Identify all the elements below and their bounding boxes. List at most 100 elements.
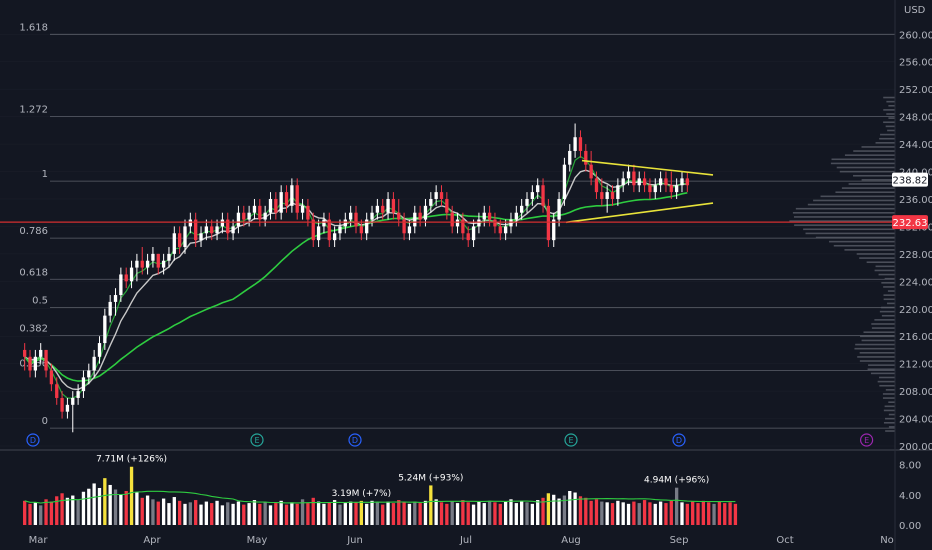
event-badge[interactable]: E xyxy=(250,433,264,447)
event-badge[interactable]: D xyxy=(672,433,686,447)
candle-body[interactable] xyxy=(161,260,166,268)
event-badge[interactable]: D xyxy=(26,433,40,447)
candle-body[interactable] xyxy=(402,219,406,234)
candle-body[interactable] xyxy=(370,212,374,220)
candle-body[interactable] xyxy=(268,198,273,213)
candle-body[interactable] xyxy=(674,185,679,193)
candle-body[interactable] xyxy=(477,219,481,227)
candle-body[interactable] xyxy=(226,219,230,234)
wedge-trendlines[interactable] xyxy=(565,159,714,224)
candle-body[interactable] xyxy=(509,219,513,227)
candle-body[interactable] xyxy=(589,164,593,179)
candle-body[interactable] xyxy=(81,377,86,392)
candle-body[interactable] xyxy=(626,171,631,179)
candle-body[interactable] xyxy=(413,212,417,227)
event-badge[interactable]: E xyxy=(564,433,578,447)
candle-body[interactable] xyxy=(108,301,112,316)
candle-body[interactable] xyxy=(429,198,433,206)
candle-body[interactable] xyxy=(503,226,508,234)
candle-body[interactable] xyxy=(124,274,128,282)
candle-body[interactable] xyxy=(493,219,497,227)
candle-body[interactable] xyxy=(290,185,294,206)
candle-body[interactable] xyxy=(242,212,246,220)
candle-body[interactable] xyxy=(423,205,428,220)
candle-body[interactable] xyxy=(49,370,54,385)
candle-body[interactable] xyxy=(562,164,567,199)
candle-body[interactable] xyxy=(332,233,337,241)
candle-body[interactable] xyxy=(194,219,198,241)
candle-body[interactable] xyxy=(210,226,214,234)
candle-body[interactable] xyxy=(471,226,476,241)
candle-body[interactable] xyxy=(466,233,470,241)
candle-body[interactable] xyxy=(584,150,588,165)
candle-body[interactable] xyxy=(135,260,139,268)
candle-body[interactable] xyxy=(215,226,219,234)
candle-body[interactable] xyxy=(621,178,625,186)
candle-body[interactable] xyxy=(610,192,615,199)
candle-body[interactable] xyxy=(530,192,535,199)
candle-body[interactable] xyxy=(97,343,102,357)
candle-body[interactable] xyxy=(113,295,118,302)
candle-body[interactable] xyxy=(129,267,134,282)
candle-body[interactable] xyxy=(274,198,278,213)
candle-body[interactable] xyxy=(445,198,449,213)
candle-body[interactable] xyxy=(568,150,572,165)
candle-body[interactable] xyxy=(177,233,182,248)
candle-body[interactable] xyxy=(87,370,91,378)
candle-body[interactable] xyxy=(658,178,663,186)
candle-body[interactable] xyxy=(33,356,38,371)
event-badge[interactable]: D xyxy=(348,433,362,447)
candle-body[interactable] xyxy=(439,192,444,199)
candle-body[interactable] xyxy=(487,212,492,220)
candle-body[interactable] xyxy=(60,397,64,412)
wedge-lower-trendline[interactable] xyxy=(565,202,714,224)
candle-body[interactable] xyxy=(434,192,438,199)
candle-body[interactable] xyxy=(525,198,529,206)
candle-body[interactable] xyxy=(386,198,390,213)
candle-body[interactable] xyxy=(653,185,657,193)
candle-body[interactable] xyxy=(546,205,551,241)
candle-body[interactable] xyxy=(183,226,187,248)
candle-body[interactable] xyxy=(632,171,636,186)
candle-body[interactable] xyxy=(642,178,647,186)
candle-body[interactable] xyxy=(140,260,144,268)
candle-body[interactable] xyxy=(616,185,620,199)
candle-body[interactable] xyxy=(204,226,209,234)
candle-body[interactable] xyxy=(167,253,171,261)
candle-body[interactable] xyxy=(322,219,326,227)
candle-body[interactable] xyxy=(354,212,358,227)
candle-body[interactable] xyxy=(594,178,599,193)
candle-body[interactable] xyxy=(188,219,192,227)
candle-body[interactable] xyxy=(455,219,460,227)
wedge-upper-trendline[interactable] xyxy=(581,159,714,176)
candle-body[interactable] xyxy=(648,185,652,193)
candle-body[interactable] xyxy=(71,397,75,405)
candle-body[interactable] xyxy=(365,219,369,234)
candle-body[interactable] xyxy=(664,178,668,186)
candle-body[interactable] xyxy=(680,178,684,186)
candle-body[interactable] xyxy=(231,226,235,234)
candle-body[interactable] xyxy=(407,226,412,234)
candle-body[interactable] xyxy=(669,185,673,193)
candle-body[interactable] xyxy=(552,219,556,241)
candle-body[interactable] xyxy=(316,226,321,241)
candle-body[interactable] xyxy=(536,185,540,193)
candle-body[interactable] xyxy=(573,137,577,151)
candle-body[interactable] xyxy=(220,219,225,227)
candle-body[interactable] xyxy=(375,205,380,213)
candle-body[interactable] xyxy=(338,226,342,234)
candle-body[interactable] xyxy=(600,192,604,199)
candle-body[interactable] xyxy=(172,233,176,254)
candle-body[interactable] xyxy=(391,198,396,213)
candle-body[interactable] xyxy=(482,212,486,220)
candle-body[interactable] xyxy=(39,349,43,357)
candle-body[interactable] xyxy=(23,349,27,357)
candle-body[interactable] xyxy=(557,198,561,220)
candle-body[interactable] xyxy=(578,137,583,151)
candle-body[interactable] xyxy=(151,253,155,261)
candle-body[interactable] xyxy=(279,192,283,213)
candle-body[interactable] xyxy=(284,192,289,206)
candle-body[interactable] xyxy=(450,212,454,227)
candle-body[interactable] xyxy=(28,356,32,371)
